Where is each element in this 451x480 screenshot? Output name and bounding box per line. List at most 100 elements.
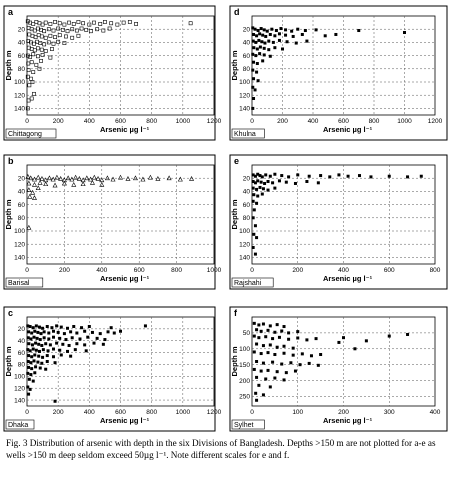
data-point [256,179,260,183]
panel-f: 0 100 200 300 400 50 100 150 200 250 Arsenic µg l⁻… [229,306,448,432]
data-point [39,58,43,63]
data-point [58,348,62,352]
data-point [268,32,272,36]
data-point [51,355,55,359]
data-point [30,343,34,347]
panel-a: 0 200 400 600 800 1000 1200 20 40 60 80 100 120 140 Ar… [3,5,222,141]
data-point [342,336,345,340]
data-point [258,174,262,178]
data-point [25,106,30,111]
data-point [271,337,275,341]
data-point [268,174,272,178]
data-point [36,330,40,334]
data-point [252,321,256,325]
data-point [280,329,284,333]
data-point [62,41,67,45]
data-point [127,20,132,24]
data-point [37,325,41,329]
data-point [44,367,48,371]
data-point [27,342,31,346]
data-point [275,370,279,374]
division-label-box [5,419,35,430]
data-point [261,344,265,348]
data-point [316,363,320,367]
data-point [32,48,37,53]
data-point [33,35,38,40]
data-point [88,29,93,34]
data-point [70,336,74,340]
data-point [251,199,255,203]
x-tick-label: 0 [25,118,29,125]
data-point [98,22,103,26]
y-tick-label: 40 [18,189,26,196]
data-point [31,176,37,182]
data-point [266,368,270,372]
data-point [255,34,259,38]
data-point [43,35,48,40]
data-point [273,186,277,190]
data-point [59,325,63,329]
data-point [26,385,30,389]
data-point [291,353,295,357]
panel-letter: c [8,308,13,318]
data-point [255,47,259,51]
data-point [42,29,47,34]
data-point [46,175,52,181]
data-point [106,330,110,334]
data-point [266,351,270,355]
y-tick-label: 80 [18,362,26,369]
data-point [88,176,94,182]
data-point [107,26,112,31]
x-tick-label: 400 [84,118,95,125]
y-axis-title: Depth m [4,50,13,80]
data-point [252,193,256,197]
division-label-box [5,277,44,288]
data-point [279,27,283,31]
data-point [59,353,63,357]
plot-area [26,164,215,265]
data-point [282,351,286,355]
data-point [28,175,34,181]
data-point [259,329,263,333]
x-tick-label: 1200 [428,118,443,125]
y-tick-label: 20 [18,175,26,182]
data-point [40,343,44,347]
data-point [251,52,255,56]
x-tick-label: 300 [384,409,395,416]
data-point [369,175,373,179]
data-point [83,329,87,333]
data-point [109,21,114,26]
data-point [125,176,131,181]
data-point [387,174,391,178]
data-point [47,337,51,341]
data-point [251,85,255,89]
data-point [255,360,259,363]
data-point [48,33,53,38]
data-point [261,361,265,365]
data-point [25,174,31,179]
data-point [39,176,45,181]
y-tick-label: 100 [239,228,250,235]
data-point [314,337,318,341]
data-point [296,27,300,31]
data-point [296,330,300,334]
data-point [34,365,38,369]
y-axis-title: Depth m [230,199,239,229]
data-point [256,172,260,176]
data-point [99,181,105,187]
y-tick-label: 140 [14,255,25,262]
x-tick-label: 600 [134,267,145,274]
data-point [27,193,33,199]
data-point [84,27,89,32]
data-point [26,68,31,73]
data-point [48,343,52,347]
x-axis-title: Arsenic µg l⁻¹ [323,125,373,134]
y-axis-title: Depth m [230,50,239,80]
x-tick-label: 800 [369,118,380,125]
data-point [31,181,37,187]
data-point [31,52,36,57]
data-point [252,32,256,36]
data-point [252,367,256,371]
data-point [261,322,265,326]
data-point [293,181,297,185]
